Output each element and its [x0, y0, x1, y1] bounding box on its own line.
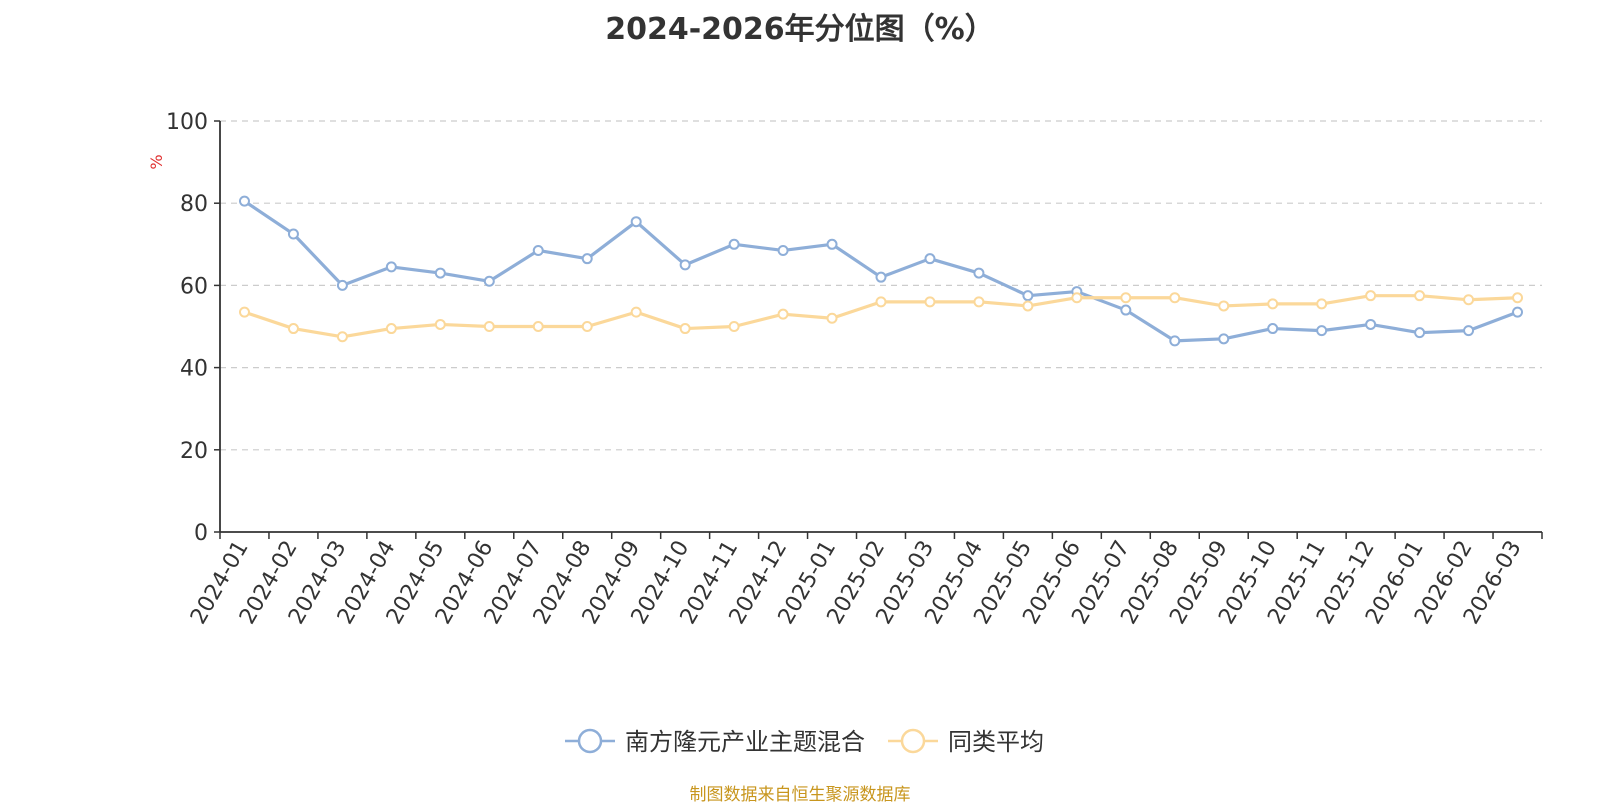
data-point [434, 267, 446, 279]
data-point [679, 323, 691, 335]
data-point [532, 244, 544, 256]
data-point [483, 275, 495, 287]
data-point [728, 321, 740, 332]
y-tick-label: 0 [194, 521, 208, 546]
y-tick-label: 20 [180, 439, 208, 464]
data-point [728, 238, 740, 250]
data-point [1463, 325, 1475, 337]
data-point [924, 296, 936, 308]
data-point [630, 306, 642, 318]
data-point [973, 267, 985, 279]
data-point [924, 253, 936, 265]
data-point [1316, 298, 1328, 310]
data-point [826, 312, 838, 324]
y-tick-label: 40 [180, 357, 208, 382]
data-point [1218, 300, 1230, 312]
line-chart: 020406080100%2024-012024-022024-032024-0… [147, 110, 1543, 756]
legend-item-2: 同类平均 [888, 728, 1044, 756]
data-point [1414, 327, 1426, 339]
data-point [238, 195, 250, 207]
data-point [1169, 335, 1181, 347]
data-point [1022, 300, 1034, 312]
y-tick-label: 80 [180, 192, 208, 217]
data-point [679, 259, 691, 271]
data-point [1267, 298, 1279, 310]
data-point [875, 296, 887, 308]
data-point [483, 321, 495, 332]
data-point [434, 318, 446, 330]
data-point [385, 261, 397, 273]
data-point [777, 244, 789, 256]
data-point [1120, 292, 1132, 304]
data-point [777, 308, 789, 320]
data-point [238, 306, 250, 318]
chart-title: 2024-2026年分位图（%） [605, 12, 995, 47]
y-tick-label: 100 [166, 110, 208, 135]
legend-item-1: 南方隆元产业主题混合 [565, 728, 865, 756]
data-point [875, 271, 887, 283]
legend-marker [577, 728, 603, 754]
data-point [826, 238, 838, 250]
legend-label: 南方隆元产业主题混合 [625, 728, 865, 756]
legend-marker [900, 728, 926, 754]
data-point [1512, 292, 1524, 304]
data-point [287, 228, 299, 240]
y-axis-label: % [147, 154, 166, 169]
data-point [581, 321, 593, 332]
data-point [581, 253, 593, 265]
data-point [973, 296, 985, 308]
y-tick-label: 60 [180, 274, 208, 299]
data-point [1512, 306, 1524, 318]
data-point [336, 279, 348, 291]
data-point [1316, 325, 1328, 337]
data-point [1022, 290, 1034, 302]
data-point [1414, 290, 1426, 302]
data-point [1071, 292, 1083, 304]
data-point [385, 323, 397, 335]
legend-label: 同类平均 [948, 728, 1044, 756]
data-point [532, 321, 544, 332]
data-point [1169, 292, 1181, 304]
data-point [1120, 304, 1132, 316]
data-point [1365, 290, 1377, 302]
data-point [1267, 323, 1279, 335]
data-point [336, 331, 348, 343]
data-point [1463, 294, 1475, 306]
data-point [1365, 318, 1377, 330]
data-point [1218, 333, 1230, 345]
source-note: 制图数据来自恒生聚源数据库 [689, 785, 911, 805]
data-point [287, 323, 299, 335]
data-point [630, 216, 642, 228]
